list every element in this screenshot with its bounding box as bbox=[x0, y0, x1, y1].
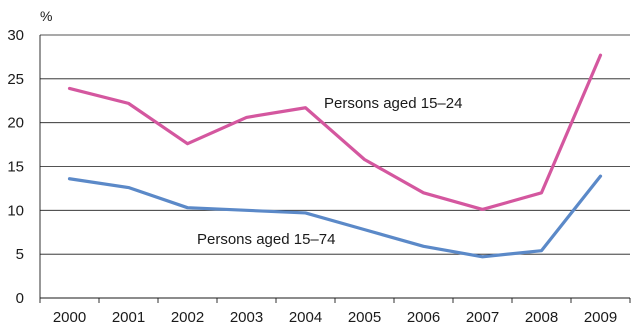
series-line-1 bbox=[67, 174, 603, 259]
x-tick-label-2001: 2001 bbox=[112, 309, 145, 326]
x-tick-label-2003: 2003 bbox=[230, 309, 263, 326]
y-tick-label-30: 30 bbox=[7, 27, 24, 44]
y-tick-label-0: 0 bbox=[16, 290, 24, 307]
series-lines bbox=[67, 53, 603, 259]
series-line-0 bbox=[67, 53, 603, 212]
y-tick-label-15: 15 bbox=[7, 159, 24, 176]
x-tick-label-2008: 2008 bbox=[525, 309, 558, 326]
y-tick-label-20: 20 bbox=[7, 115, 24, 132]
x-tick-label-2004: 2004 bbox=[289, 309, 322, 326]
y-axis-unit-label: % bbox=[40, 8, 52, 24]
gridlines bbox=[40, 34, 630, 255]
y-tick-label-25: 25 bbox=[7, 71, 24, 88]
x-tick-label-2009: 2009 bbox=[584, 309, 617, 326]
x-tick-label-2005: 2005 bbox=[348, 309, 381, 326]
x-tick-labels: 2000 2001 2002 2003 2004 2005 2006 2007 2008 2009 bbox=[53, 309, 617, 326]
axes bbox=[39, 35, 631, 303]
x-tick-label-2006: 2006 bbox=[407, 309, 440, 326]
x-tick-label-2007: 2007 bbox=[466, 309, 499, 326]
x-tick-label-2000: 2000 bbox=[53, 309, 86, 326]
y-tick-labels: 0 5 10 15 20 25 30 bbox=[7, 27, 24, 307]
x-tick-label-2002: 2002 bbox=[171, 309, 204, 326]
series-label-persons-15-24: Persons aged 15–24 bbox=[324, 95, 462, 112]
y-tick-label-5: 5 bbox=[16, 246, 24, 263]
series-label-persons-15-74: Persons aged 15–74 bbox=[197, 231, 335, 248]
y-tick-label-10: 10 bbox=[7, 202, 24, 219]
